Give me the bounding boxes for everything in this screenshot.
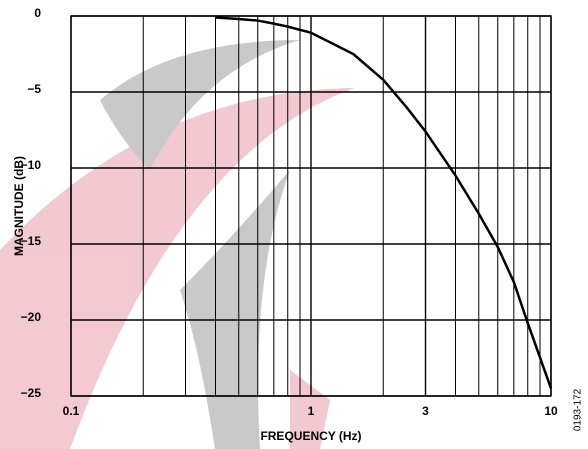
figure-id: 0193-172 [573, 388, 584, 431]
y-tick-label: −5 [27, 82, 41, 96]
y-tick-label: −15 [21, 234, 42, 248]
y-tick-label: −25 [21, 386, 42, 400]
y-tick-label: 0 [34, 6, 41, 20]
x-axis-label: FREQUENCY (Hz) [260, 429, 361, 443]
x-tick-label: 3 [422, 404, 429, 418]
x-tick-label: 1 [308, 404, 315, 418]
y-axis-label: MAGNITUDE (dB) [12, 156, 26, 256]
watermark [0, 40, 355, 449]
line-series [215, 16, 553, 389]
y-tick-label: −20 [21, 310, 42, 324]
y-tick-label: −10 [21, 158, 42, 172]
x-tick-label: 10 [544, 404, 558, 418]
x-tick-label: 0.1 [63, 404, 80, 418]
